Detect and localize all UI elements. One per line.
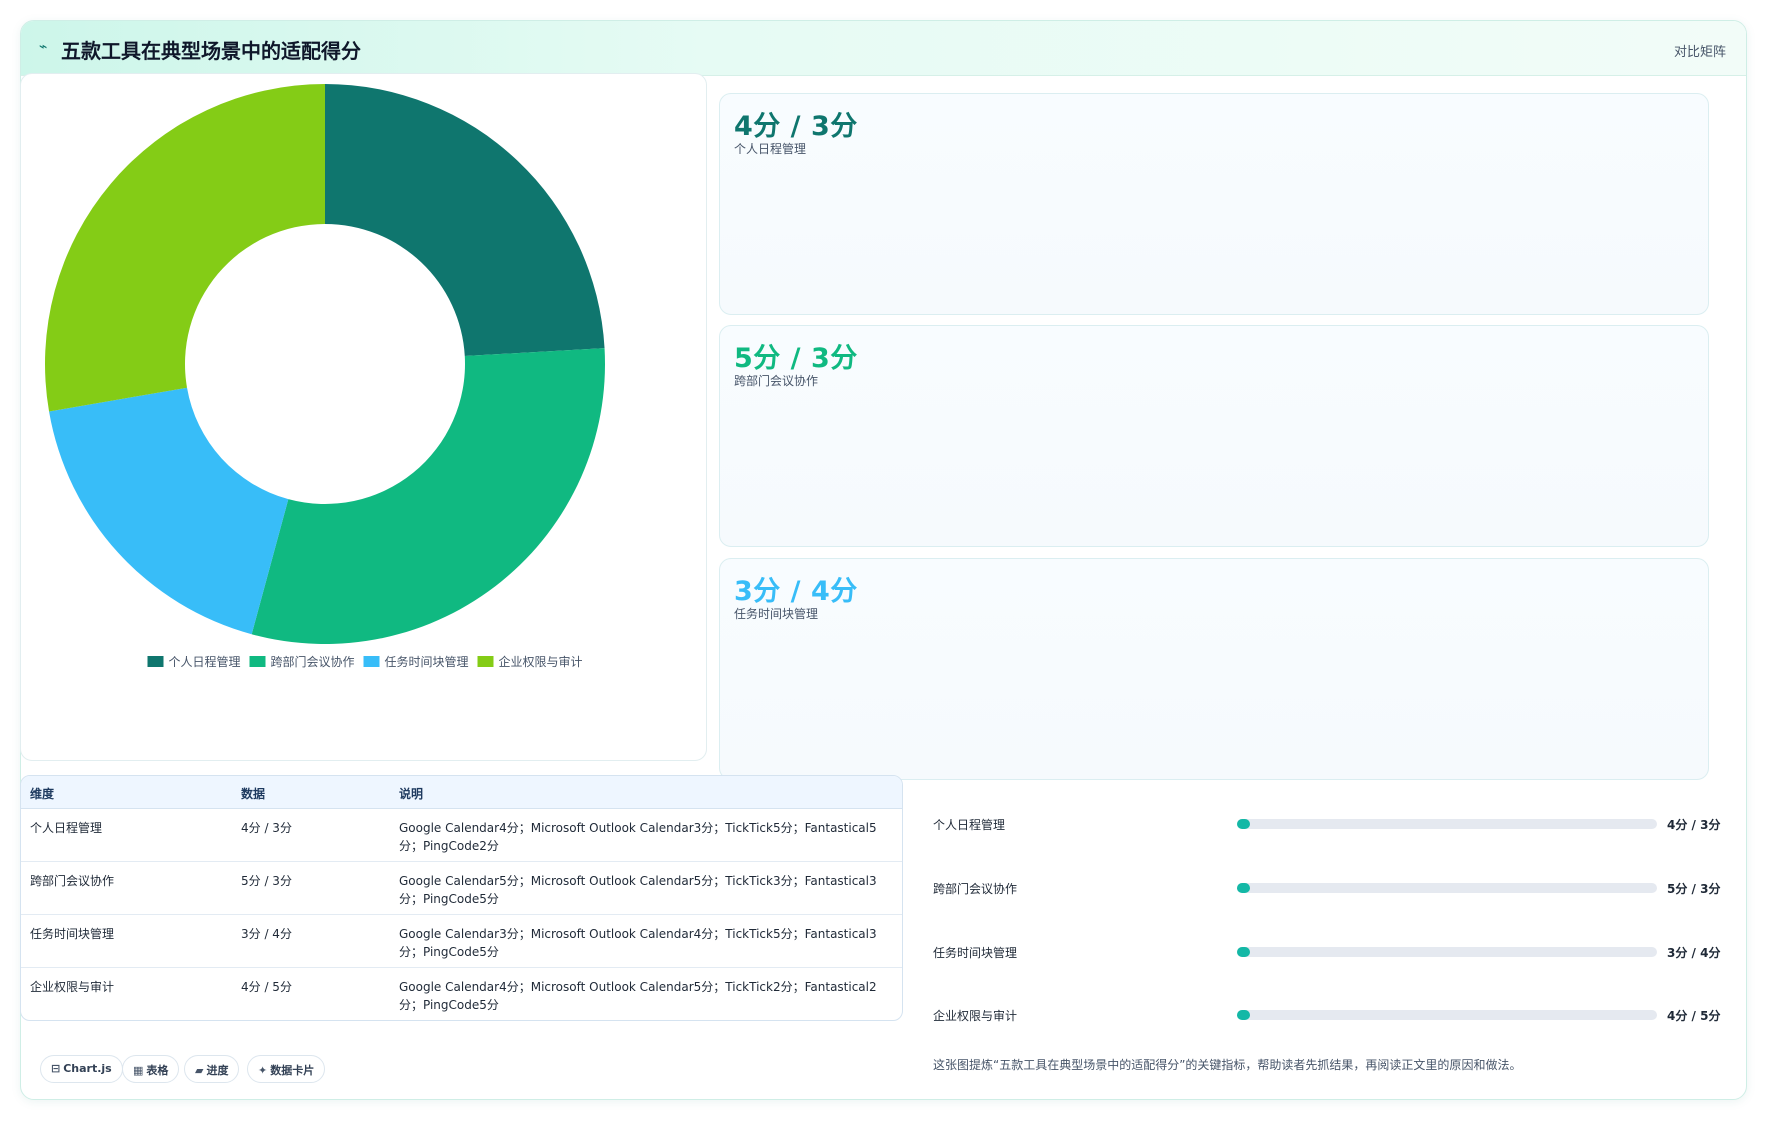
chip-label: 数据卡片: [270, 1064, 315, 1077]
cell-data: 3分 / 4分: [241, 927, 292, 941]
donut-slice[interactable]: [325, 84, 605, 357]
cell-data: 4分 / 5分: [241, 980, 292, 994]
chip-data-cards[interactable]: ✦ 数据卡片: [247, 1055, 326, 1083]
progress-track: [1237, 1010, 1657, 1020]
progress-value: 4分 / 3分: [1667, 818, 1721, 832]
progress-track: [1237, 883, 1657, 893]
progress-label: 跨部门会议协作: [933, 882, 1018, 896]
progress-row: 跨部门会议协作 5分 / 3分: [0, 880, 1768, 900]
stat-card: 3分 / 4分 任务时间块管理: [719, 558, 1709, 780]
stat-label: 个人日程管理: [734, 142, 807, 156]
cell-dimension: 跨部门会议协作: [30, 874, 115, 888]
stat-label: 跨部门会议协作: [734, 374, 819, 388]
cell-desc: Google Calendar3分；Microsoft Outlook Cale…: [399, 927, 877, 959]
progress-row: 企业权限与审计 4分 / 5分: [0, 1007, 1768, 1027]
panel-header: ⌁ 五款工具在典型场景中的适配得分 对比矩阵: [21, 21, 1746, 76]
donut-slice[interactable]: [44, 84, 325, 412]
panel-title: 五款工具在典型场景中的适配得分: [61, 39, 361, 63]
table-row: 跨部门会议协作 5分 / 3分 Google Calendar5分；Micros…: [21, 862, 902, 915]
table-row: 企业权限与审计 4分 / 5分 Google Calendar4分；Micros…: [21, 968, 902, 1020]
cell-desc: Google Calendar5分；Microsoft Outlook Cale…: [399, 874, 877, 906]
progress-label: 企业权限与审计: [933, 1009, 1018, 1023]
donut-slice[interactable]: [49, 387, 289, 635]
legend-label: 个人日程管理: [169, 654, 241, 669]
column-header-desc: 说明: [399, 787, 424, 801]
progress-track: [1237, 947, 1657, 957]
progress-row: 个人日程管理 4分 / 3分: [0, 816, 1768, 836]
column-header-data: 数据: [241, 787, 266, 801]
sparkline-icon: ⌁: [39, 39, 48, 55]
cell-dimension: 任务时间块管理: [30, 927, 115, 941]
column-header-dimension: 维度: [30, 787, 55, 801]
cell-dimension: 企业权限与审计: [30, 980, 115, 994]
chart-icon: ⊟: [51, 1062, 61, 1075]
progress-value: 5分 / 3分: [1667, 882, 1721, 896]
progress-label: 任务时间块管理: [933, 946, 1018, 960]
sparkle-icon: ✦: [258, 1064, 268, 1077]
stat-card: 4分 / 3分 个人日程管理: [719, 93, 1709, 315]
legend-label: 任务时间块管理: [385, 654, 469, 669]
donut-chart-card: 个人日程管理 跨部门会议协作 任务时间块管理 企业权限与审计: [20, 73, 707, 761]
cell-data: 4分 / 3分: [241, 821, 292, 835]
cell-data: 5分 / 3分: [241, 874, 292, 888]
footnote: 这张图提炼“五款工具在典型场景中的适配得分”的关键指标，帮助读者先抓结果，再阅读…: [933, 1058, 1522, 1072]
progress-fill: [1237, 947, 1250, 957]
table-row: 个人日程管理 4分 / 3分 Google Calendar4分；Microso…: [21, 809, 902, 862]
progress-track: [1237, 819, 1657, 829]
chip-progress[interactable]: ▰ 进度: [184, 1055, 240, 1083]
cell-desc: Google Calendar4分；Microsoft Outlook Cale…: [399, 980, 877, 1012]
stat-label: 任务时间块管理: [734, 607, 819, 621]
stat-card: 5分 / 3分 跨部门会议协作: [719, 325, 1709, 547]
donut-chart: 个人日程管理 跨部门会议协作 任务时间块管理 企业权限与审计: [44, 84, 605, 669]
progress-icon: ▰: [195, 1064, 204, 1077]
donut-slice[interactable]: [251, 348, 605, 644]
progress-row: 任务时间块管理 3分 / 4分: [0, 944, 1768, 964]
header-tag: 对比矩阵: [1673, 45, 1726, 60]
stat-value: 3分 / 4分: [734, 576, 858, 607]
cell-desc: Google Calendar4分；Microsoft Outlook Cale…: [399, 821, 877, 853]
progress-label: 个人日程管理: [933, 818, 1006, 832]
chip-label: 表格: [146, 1064, 169, 1077]
legend-swatch: [249, 656, 266, 667]
progress-value: 3分 / 4分: [1667, 946, 1721, 960]
legend-label: 跨部门会议协作: [271, 654, 355, 669]
stat-value: 5分 / 3分: [734, 343, 858, 374]
chip-chartjs[interactable]: ⊟ Chart.js: [40, 1055, 123, 1083]
progress-value: 4分 / 5分: [1667, 1009, 1721, 1023]
table-icon: ▦: [133, 1064, 144, 1077]
table-header: 维度 数据 说明: [21, 776, 902, 809]
cell-dimension: 个人日程管理: [30, 821, 103, 835]
legend-swatch: [363, 656, 380, 667]
stat-value: 4分 / 3分: [734, 111, 858, 142]
chip-label: 进度: [206, 1064, 229, 1077]
legend-swatch: [147, 656, 164, 667]
progress-fill: [1237, 883, 1250, 893]
legend-swatch: [477, 656, 494, 667]
chip-table[interactable]: ▦ 表格: [122, 1055, 180, 1083]
progress-fill: [1237, 819, 1250, 829]
progress-fill: [1237, 1010, 1250, 1020]
chip-label: Chart.js: [63, 1062, 112, 1075]
table-row: 任务时间块管理 3分 / 4分 Google Calendar3分；Micros…: [21, 915, 902, 968]
legend-label: 企业权限与审计: [499, 654, 583, 669]
data-table: 维度 数据 说明 个人日程管理 4分 / 3分 Google Calendar4…: [20, 775, 903, 1021]
